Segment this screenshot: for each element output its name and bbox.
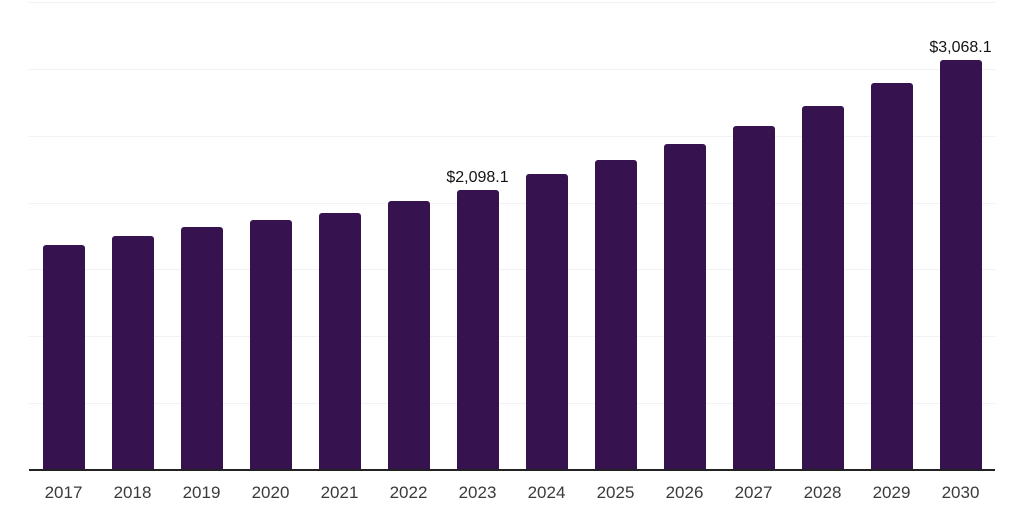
bar: [111, 236, 154, 470]
bar: [939, 59, 982, 470]
y-gridline: [29, 269, 995, 271]
x-axis-tick-label: 2030: [941, 483, 980, 502]
x-axis-tick-label: 2022: [389, 483, 428, 502]
x-axis-tick-label: 2027: [734, 483, 773, 502]
x-axis-tick-label: 2026: [665, 483, 704, 502]
y-gridline: [29, 403, 995, 405]
y-gridline: [29, 336, 995, 338]
bar: [663, 143, 706, 470]
bar: [42, 245, 85, 470]
bar: [180, 227, 223, 470]
bar: [387, 201, 430, 470]
bar: [318, 213, 361, 470]
x-axis-tick-label: 2018: [113, 483, 152, 502]
bar-value-label: $3,068.1: [929, 38, 992, 56]
bar: [594, 159, 637, 470]
x-axis-tick-label: 2019: [182, 483, 221, 502]
y-gridline: [29, 135, 995, 137]
x-axis-line: [29, 469, 995, 471]
bar-value-label: $2,098.1: [446, 168, 509, 186]
x-axis-tick-label: 2017: [44, 483, 83, 502]
x-axis-tick-label: 2024: [527, 483, 566, 502]
x-axis-tick-label: 2025: [596, 483, 635, 502]
bar: [801, 105, 844, 470]
y-gridline: [29, 202, 995, 204]
y-gridline: [29, 2, 995, 3]
bar: [525, 174, 568, 470]
x-axis-tick-label: 2021: [320, 483, 359, 502]
bar: [456, 189, 499, 470]
bar: [870, 83, 913, 470]
x-axis-tick-label: 2028: [803, 483, 842, 502]
y-gridline: [29, 68, 995, 70]
bar: [249, 219, 292, 470]
x-axis-tick-label: 2029: [872, 483, 911, 502]
x-axis-tick-label: 2020: [251, 483, 290, 502]
x-axis-tick-label: 2023: [458, 483, 497, 502]
bar: [732, 125, 775, 470]
